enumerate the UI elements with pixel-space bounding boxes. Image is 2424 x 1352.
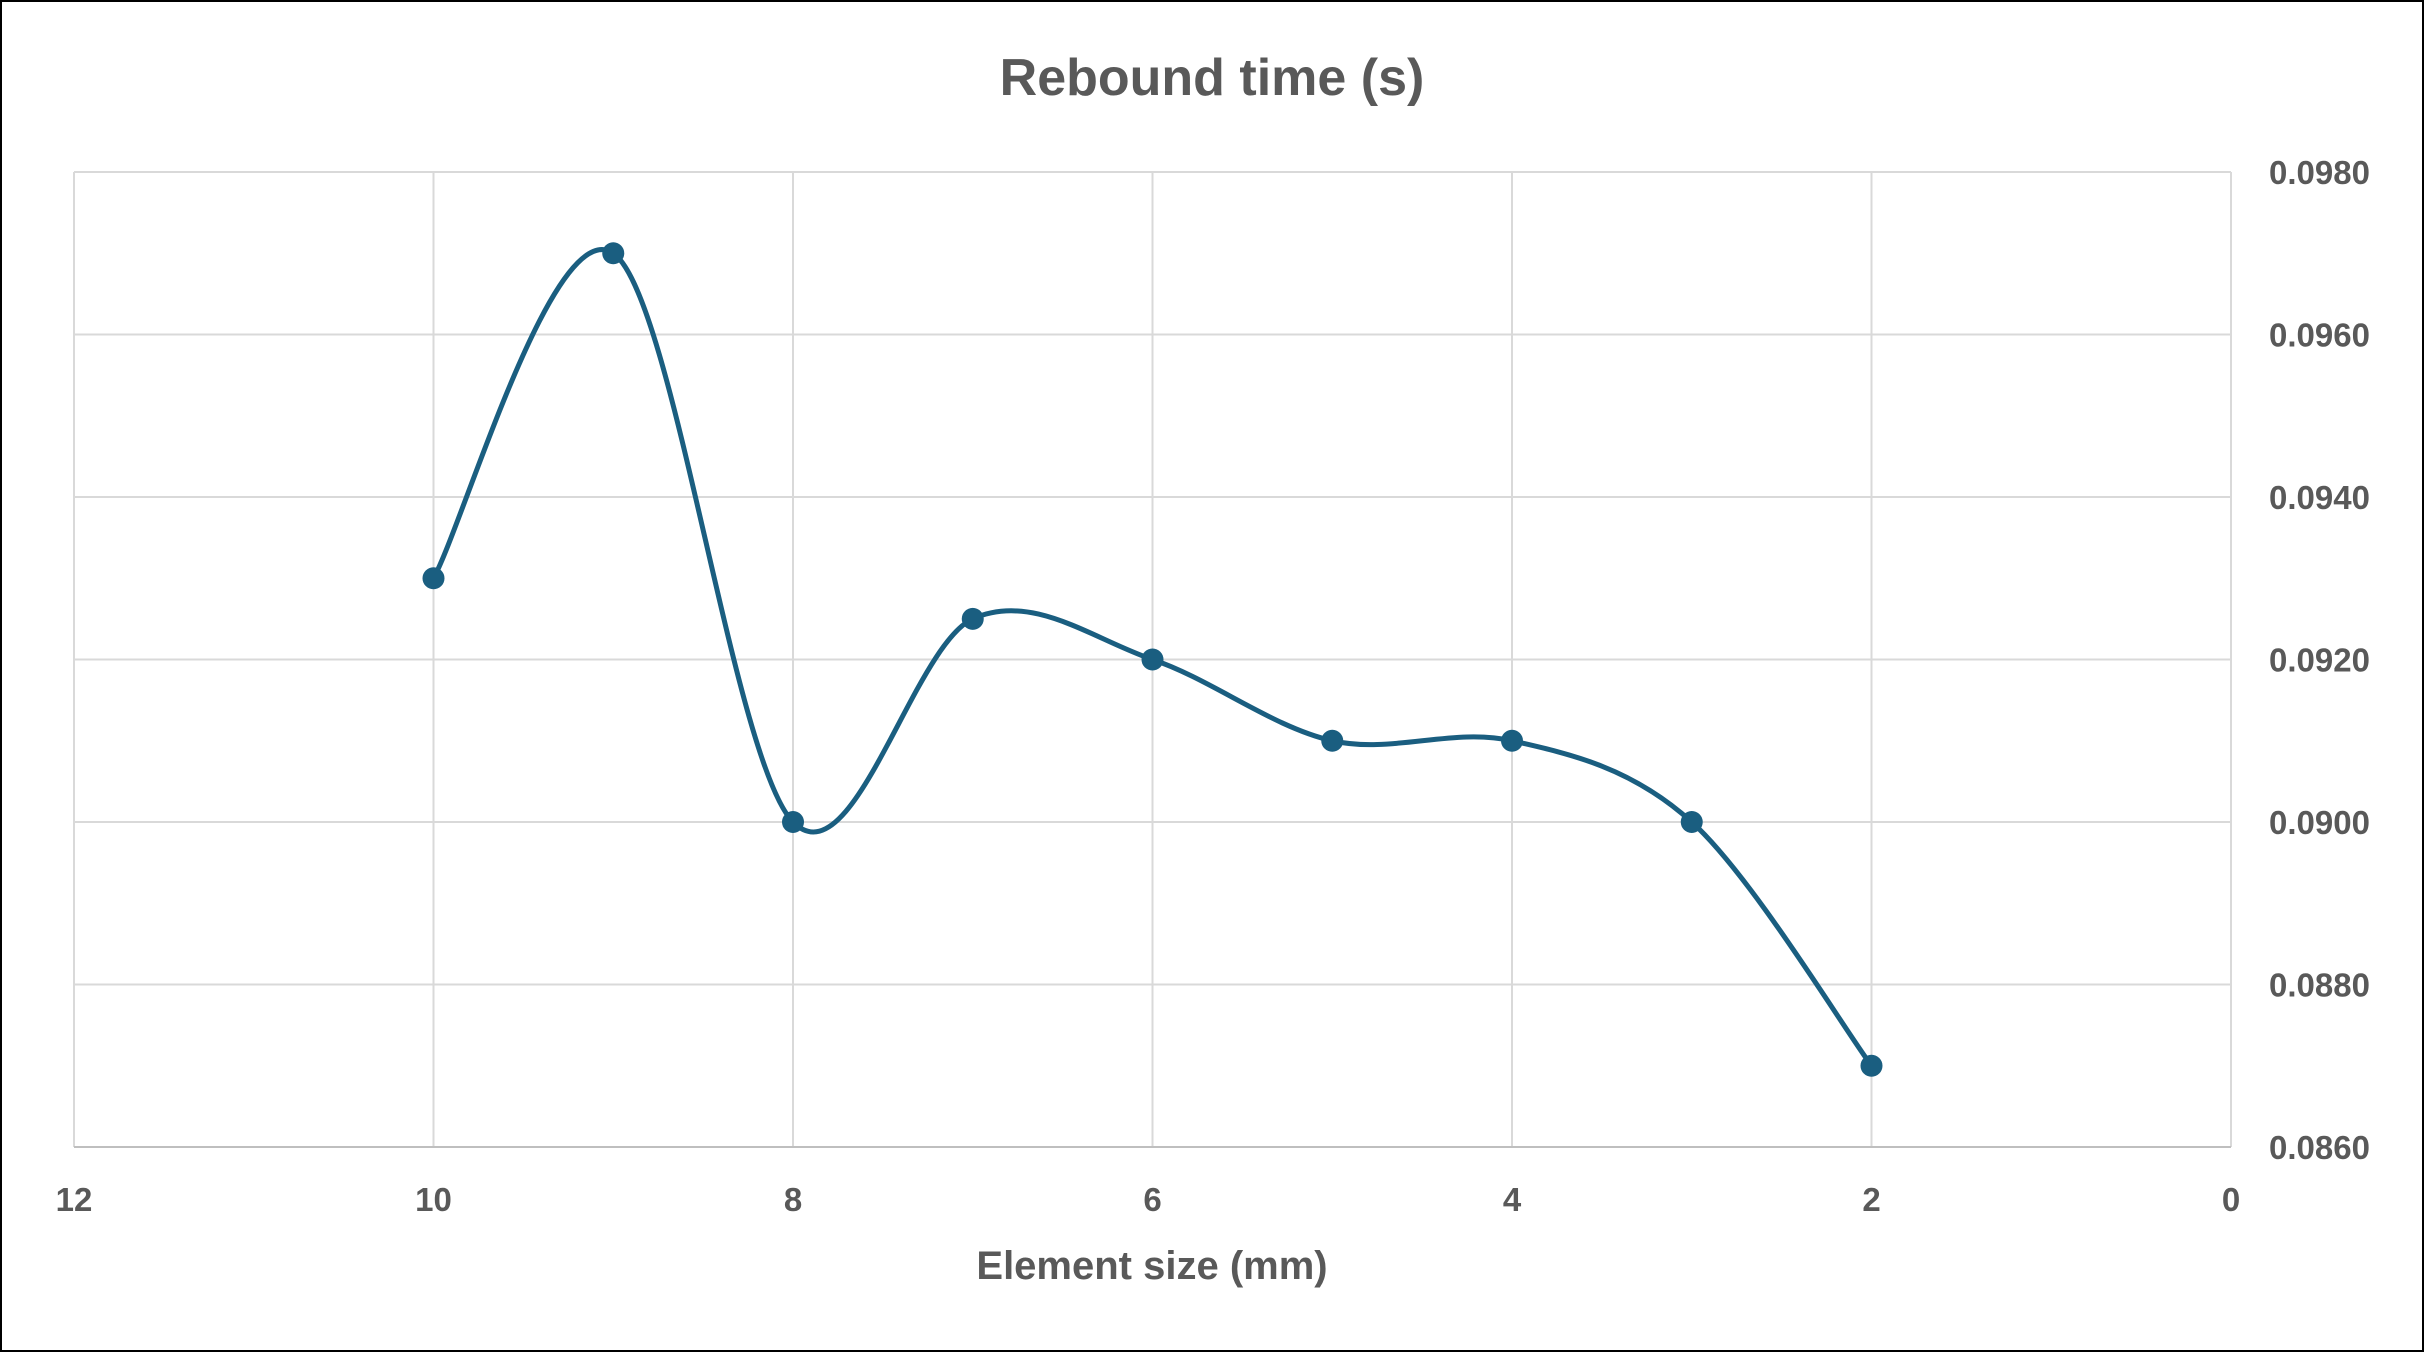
data-point [1141,648,1164,671]
y-tick-label: 0.0980 [2269,154,2370,191]
chart-title: Rebound time (s) [1000,49,1425,107]
x-tick-labels: 12 10 8 6 4 2 0 [56,1181,2241,1218]
x-tick-label: 10 [415,1181,452,1218]
x-axis-label: Element size (mm) [976,1244,1327,1288]
y-tick-label: 0.0900 [2269,804,2370,841]
data-points [422,242,1883,1077]
data-point [602,242,625,265]
data-point [1501,729,1523,752]
gridlines [73,171,2232,1148]
y-tick-label: 0.0920 [2269,642,2370,679]
data-point [422,567,445,590]
x-tick-label: 4 [1503,1181,1522,1218]
x-tick-label: 0 [2222,1181,2240,1218]
data-point [1680,811,1703,833]
x-tick-label: 2 [1862,1181,1880,1218]
x-tick-label: 8 [784,1181,802,1218]
data-point [782,811,804,833]
y-tick-labels: 0.0860 0.0880 0.0900 0.0920 0.0940 0.0960 0.09… [2269,154,2370,1166]
series-line [431,247,1874,1068]
x-tick-label: 6 [1143,1181,1161,1218]
y-tick-label: 0.0860 [2269,1129,2370,1166]
data-point [1321,729,1344,752]
data-point [961,607,984,630]
x-tick-label: 12 [56,1181,93,1218]
y-tick-label: 0.0940 [2269,479,2370,516]
data-point [1860,1054,1883,1077]
y-tick-label: 0.0960 [2269,317,2370,354]
y-tick-label: 0.0880 [2269,967,2370,1004]
